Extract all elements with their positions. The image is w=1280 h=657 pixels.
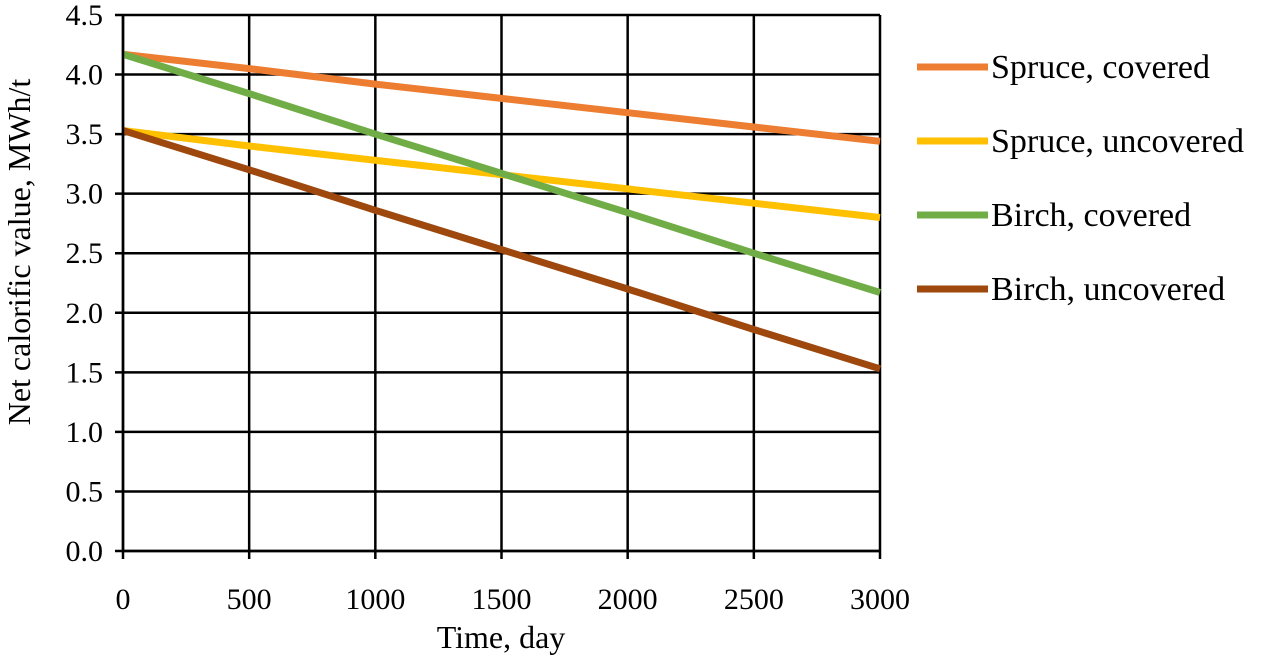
legend-label: Spruce, covered — [991, 49, 1210, 86]
x-tick-label: 3000 — [850, 583, 910, 616]
y-tick-label: 4.0 — [66, 59, 104, 92]
x-tick-label: 1000 — [345, 583, 405, 616]
legend-label: Birch, uncovered — [991, 271, 1225, 308]
y-tick-label: 0.5 — [66, 475, 104, 508]
x-tick-label: 2500 — [724, 583, 784, 616]
y-axis-title: Net calorific value, MWh/t — [1, 79, 37, 426]
y-tick-label: 1.5 — [66, 356, 104, 389]
x-axis-title: Time, day — [437, 619, 566, 655]
x-tick-label: 0 — [116, 583, 131, 616]
y-tick-labels: 0.0 0.5 1.0 1.5 2.0 2.5 3.0 3.5 4.0 4.5 — [66, 0, 104, 568]
x-tick-labels: 0 500 1000 1500 2000 2500 3000 — [116, 583, 911, 616]
y-tick-label: 1.0 — [66, 416, 104, 449]
series-line-3 — [121, 127, 882, 373]
x-tick-label: 2000 — [598, 583, 658, 616]
series-line-0 — [122, 50, 881, 145]
y-tick-label: 0.0 — [66, 535, 104, 568]
series-line-2 — [121, 50, 882, 296]
x-tick-label: 1500 — [472, 583, 532, 616]
y-tick-label: 2.5 — [66, 237, 104, 270]
legend-label: Spruce, uncovered — [991, 123, 1244, 160]
axes — [121, 15, 880, 553]
y-tick-label: 2.0 — [66, 297, 104, 330]
legend-label: Birch, covered — [991, 197, 1191, 234]
series-lines — [121, 50, 882, 373]
y-tick-label: 4.5 — [66, 0, 104, 32]
y-tick-label: 3.5 — [66, 118, 104, 151]
y-tick-label: 3.0 — [66, 178, 104, 211]
legend: Spruce, covered Spruce, uncovered Birch, c… — [917, 49, 1244, 308]
x-tick-label: 500 — [227, 583, 272, 616]
